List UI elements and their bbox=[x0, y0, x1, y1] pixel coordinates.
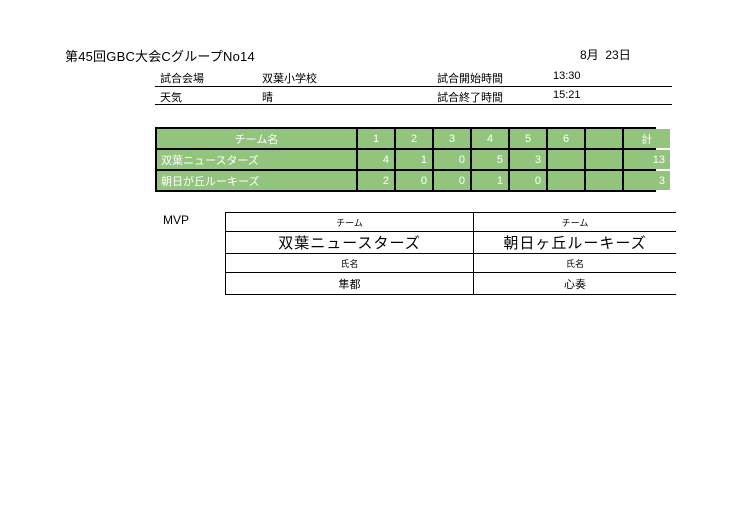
inning-score-cell: 2 bbox=[358, 171, 394, 190]
match-info-row: 試合会場 双葉小学校 試合開始時間 13:30 bbox=[155, 68, 672, 87]
inning-header-cell: 5 bbox=[510, 129, 546, 148]
inning-header-cell bbox=[586, 129, 622, 148]
inning-score-cell bbox=[548, 150, 584, 169]
end-time-label: 試合終了時間 bbox=[437, 91, 503, 104]
mvp-label: MVP bbox=[163, 213, 190, 227]
inning-score-cell: 3 bbox=[510, 150, 546, 169]
inning-header-cell: 6 bbox=[548, 129, 584, 148]
inning-score-cell: 0 bbox=[510, 171, 546, 190]
match-info-table: 試合会場 双葉小学校 試合開始時間 13:30 天気 晴 試合終了時間 15:2… bbox=[155, 68, 672, 105]
match-info-row: 天気 晴 試合終了時間 15:21 bbox=[155, 87, 672, 105]
scoreboard-table: チーム名 1 2 3 4 5 6 計 双葉ニュースターズ 4 1 0 5 3 1… bbox=[155, 127, 670, 192]
inning-score-cell: 0 bbox=[396, 171, 432, 190]
mvp-player-name: 隼都 bbox=[226, 273, 473, 294]
total-score-cell: 13 bbox=[624, 150, 670, 169]
team-name-cell: 朝日が丘ルーキーズ bbox=[157, 171, 356, 190]
inning-score-cell bbox=[548, 171, 584, 190]
inning-header-cell: 3 bbox=[434, 129, 470, 148]
inning-score-cell: 0 bbox=[434, 171, 470, 190]
weather-value: 晴 bbox=[262, 91, 273, 104]
mvp-team-header: チーム bbox=[474, 213, 676, 231]
inning-score-cell: 1 bbox=[472, 171, 508, 190]
weather-label: 天気 bbox=[160, 91, 182, 104]
mvp-name-header: 氏名 bbox=[474, 254, 676, 272]
mvp-name-header: 氏名 bbox=[226, 254, 473, 272]
mvp-team-header: チーム bbox=[226, 213, 473, 231]
team-name-header-cell: チーム名 bbox=[157, 129, 356, 148]
end-time-value: 15:21 bbox=[553, 88, 581, 101]
page-title: 第45回GBC大会CグループNo14 bbox=[65, 49, 255, 64]
inning-score-cell: 0 bbox=[434, 150, 470, 169]
inning-header-cell: 1 bbox=[358, 129, 394, 148]
mvp-table: チーム チーム 双葉ニュースターズ 朝日ヶ丘ルーキーズ 氏名 氏名 隼都 心奏 bbox=[225, 212, 676, 295]
inning-score-cell: 4 bbox=[358, 150, 394, 169]
inning-header-cell: 2 bbox=[396, 129, 432, 148]
inning-header-cell: 4 bbox=[472, 129, 508, 148]
total-header-cell: 計 bbox=[624, 129, 670, 148]
match-date: 8月 23日 bbox=[580, 48, 631, 62]
start-time-label: 試合開始時間 bbox=[437, 73, 503, 85]
inning-score-cell bbox=[586, 150, 622, 169]
inning-score-cell bbox=[586, 171, 622, 190]
total-score-cell: 3 bbox=[624, 171, 670, 190]
mvp-team-name: 朝日ヶ丘ルーキーズ bbox=[474, 232, 676, 253]
mvp-player-name: 心奏 bbox=[474, 273, 676, 294]
venue-label: 試合会場 bbox=[160, 73, 204, 85]
inning-score-cell: 1 bbox=[396, 150, 432, 169]
team-name-cell: 双葉ニュースターズ bbox=[157, 150, 356, 169]
start-time-value: 13:30 bbox=[553, 70, 581, 82]
mvp-team-name: 双葉ニュースターズ bbox=[226, 232, 473, 253]
venue-value: 双葉小学校 bbox=[262, 73, 317, 85]
inning-score-cell: 5 bbox=[472, 150, 508, 169]
